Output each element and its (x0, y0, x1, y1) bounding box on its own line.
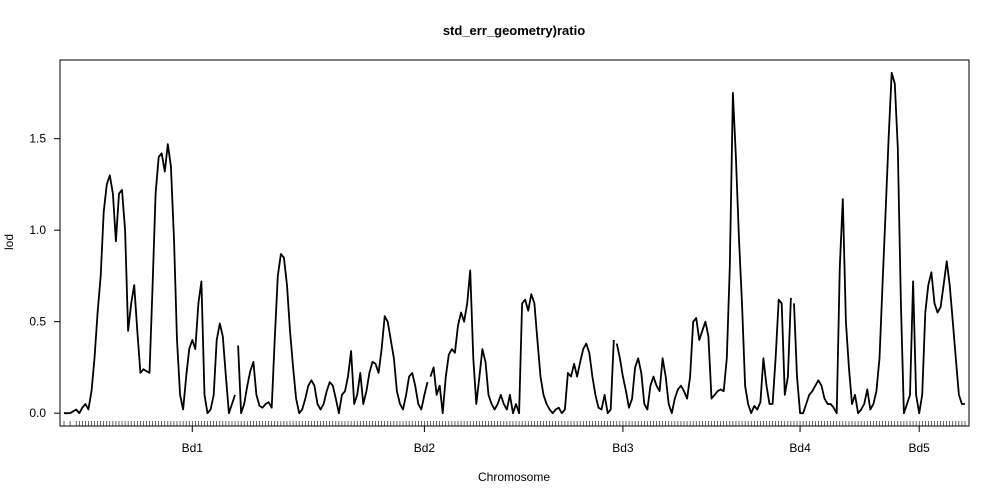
lod-series (64, 71, 965, 415)
x-tick-label: Bd3 (612, 441, 634, 455)
x-axis: Bd1 Bd2 Bd3 Bd4 Bd5 (182, 426, 931, 455)
chart-title: std_err_geometry)ratio (443, 23, 585, 38)
lod-line-bd2 (237, 253, 429, 415)
x-tick-label: Bd4 (789, 441, 811, 455)
x-tick-label: Bd5 (909, 441, 931, 455)
lod-line-bd3 (429, 269, 615, 415)
x-axis-label: Chromosome (478, 470, 550, 484)
y-tick-label: 0.5 (29, 315, 46, 329)
lod-line-bd1 (64, 143, 236, 415)
lod-line-bd4 (615, 92, 792, 415)
x-tick-label: Bd2 (414, 441, 436, 455)
lod-line-bd5 (793, 71, 965, 415)
y-axis-label: lod (2, 234, 16, 250)
plot-frame (59, 59, 970, 427)
x-tick-label: Bd1 (182, 441, 204, 455)
y-tick-label: 1.5 (29, 132, 46, 146)
y-axis: 0.0 0.5 1.0 1.5 (29, 132, 60, 420)
marker-rug (63, 421, 966, 426)
y-tick-label: 0.0 (29, 406, 46, 420)
y-tick-label: 1.0 (29, 223, 46, 237)
